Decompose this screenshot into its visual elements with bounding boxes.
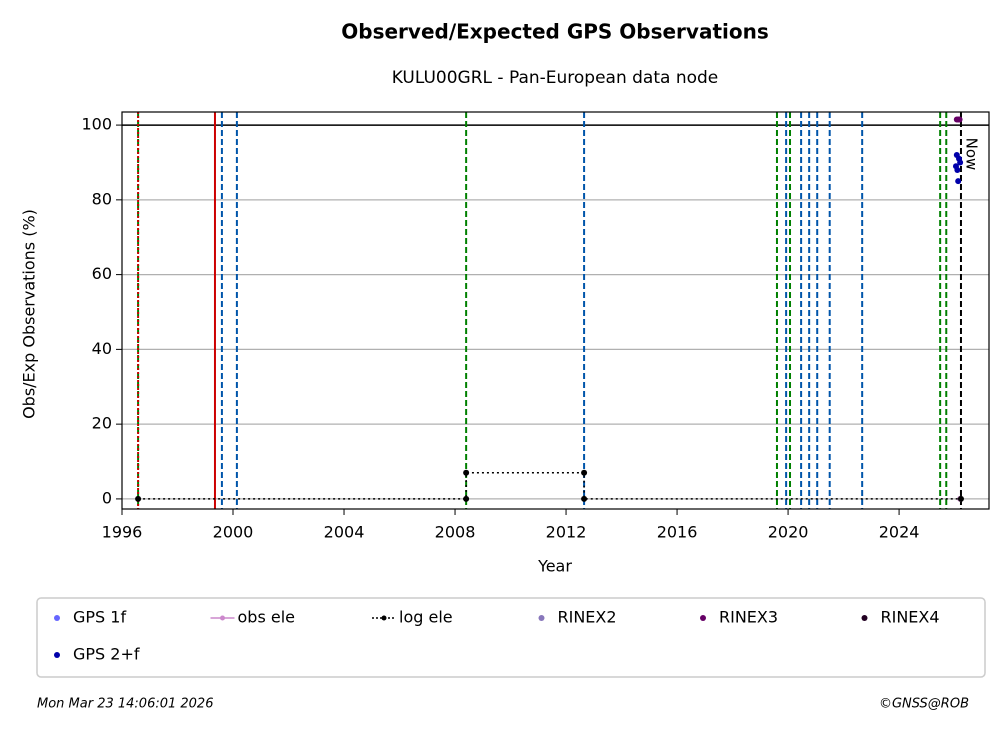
legend-label: RINEX4 — [881, 608, 940, 627]
x-tick-label: 2024 — [879, 523, 920, 542]
data-point — [955, 178, 962, 185]
legend-label: RINEX3 — [719, 608, 778, 627]
legend-marker — [700, 615, 706, 621]
legend-marker — [220, 615, 225, 621]
data-point — [957, 495, 964, 502]
legend-marker — [381, 615, 387, 621]
x-tick-label: 2016 — [657, 523, 698, 542]
x-tick-label: 2020 — [768, 523, 809, 542]
x-tick-label: 2012 — [546, 523, 587, 542]
plot-frame — [121, 111, 990, 510]
legend-marker — [538, 615, 545, 621]
legend-label: RINEX2 — [558, 608, 617, 627]
data-point — [463, 495, 470, 502]
y-tick-label: 0 — [102, 488, 112, 507]
x-tick-label: 1996 — [102, 523, 143, 542]
x-axis-label: Year — [537, 557, 572, 576]
legend-label: log ele — [399, 608, 453, 627]
data-point — [956, 116, 963, 123]
y-tick-label: 80 — [92, 189, 112, 208]
y-tick-label: 100 — [81, 115, 112, 134]
legend-marker — [54, 652, 60, 658]
data-point — [135, 495, 142, 502]
legend-marker — [861, 615, 868, 621]
x-tick-label: 2000 — [213, 523, 254, 542]
legend-marker — [54, 615, 60, 621]
chart-subtitle: KULU00GRL - Pan-European data node — [392, 68, 719, 88]
data-point — [954, 166, 961, 173]
y-tick-label: 20 — [92, 414, 112, 433]
credit: ©GNSS@ROB — [879, 697, 969, 712]
legend-label: GPS 2+f — [73, 645, 140, 664]
x-tick-label: 2008 — [435, 523, 476, 542]
legend-label: GPS 1f — [73, 608, 126, 627]
chart-title: Observed/Expected GPS Observations — [341, 20, 769, 44]
y-tick-label: 40 — [92, 339, 112, 358]
legend-box — [36, 597, 986, 678]
data-point — [463, 469, 470, 476]
y-axis-label: Obs/Exp Observations (%) — [20, 209, 39, 419]
x-tick-label: 2004 — [324, 523, 365, 542]
timestamp: Mon Mar 23 14:06:01 2026 — [37, 697, 213, 712]
data-point — [957, 159, 964, 166]
y-tick-label: 60 — [92, 264, 112, 283]
now-label: Now — [962, 138, 980, 171]
data-point — [581, 469, 588, 476]
data-point — [581, 495, 588, 502]
series-line — [138, 471, 961, 500]
legend-label: obs ele — [238, 608, 296, 627]
